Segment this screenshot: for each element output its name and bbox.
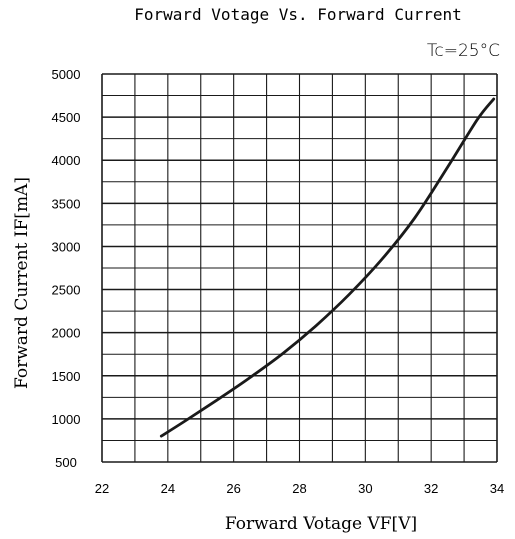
y-tick-label: 500 (55, 455, 77, 470)
x-tick-label: 28 (292, 481, 306, 496)
y-tick-label: 4000 (52, 153, 81, 168)
y-tick-label: 1000 (52, 412, 81, 427)
x-tick-label: 24 (161, 481, 175, 496)
y-tick-label: 5000 (52, 67, 81, 82)
y-tick-label: 1500 (52, 369, 81, 384)
y-tick-label: 2500 (52, 283, 81, 298)
y-tick-label: 3000 (52, 239, 81, 254)
series-line (159, 97, 496, 438)
x-axis-label: Forward Votage VF[V] (225, 514, 417, 534)
grid (101, 73, 498, 463)
y-tick-label: 2000 (52, 326, 81, 341)
test-condition: Tc=25°C (427, 41, 500, 61)
y-tick-label: 3500 (52, 196, 81, 211)
series-layer (159, 97, 496, 438)
x-tick-label: 22 (95, 481, 109, 496)
x-tick-label: 30 (358, 481, 372, 496)
x-tick-label: 26 (226, 481, 240, 496)
y-axis-label: Forward Current IF[mA] (12, 177, 32, 389)
tick-labels: 500 1000 1500 2000 2500 3000 3500 4000 4500 5000 2… (52, 67, 505, 496)
x-tick-label: 34 (490, 481, 504, 496)
y-tick-label: 4500 (52, 110, 81, 125)
chart-title: Forward Votage Vs. Forward Current (134, 5, 462, 24)
x-tick-label: 32 (424, 481, 438, 496)
